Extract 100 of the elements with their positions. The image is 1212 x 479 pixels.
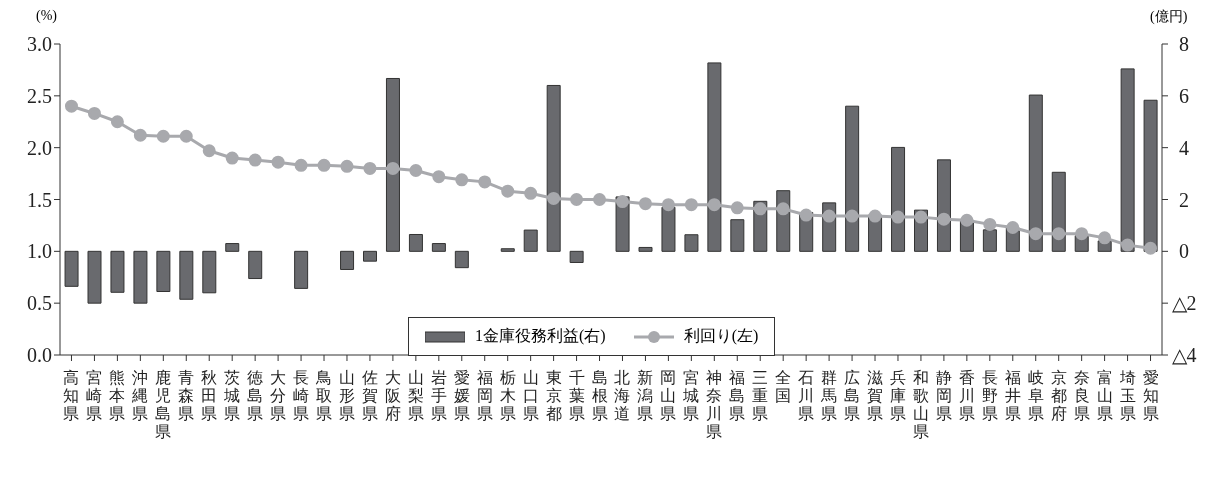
x-tick-label: 大分県 <box>270 369 287 422</box>
bar <box>156 250 171 292</box>
point <box>983 217 997 231</box>
point <box>386 161 400 175</box>
x-tick-label: 茨城県 <box>223 369 241 422</box>
bar <box>179 250 194 300</box>
x-tick-label: 埼玉県 <box>1118 369 1136 422</box>
y-tick-label: 0.5 <box>27 292 52 315</box>
point <box>799 208 813 222</box>
x-tick-label: 栃木県 <box>499 369 516 422</box>
x-tick-label: 宮城県 <box>682 369 700 422</box>
y2-tick-label: 8 <box>1179 33 1189 56</box>
x-tick-label: 青森県 <box>178 369 195 422</box>
point <box>225 151 239 165</box>
x-tick-label: 静岡県 <box>935 369 952 422</box>
point <box>822 209 836 223</box>
bar <box>1120 68 1135 252</box>
point <box>478 175 492 189</box>
x-tick-label: 大阪府 <box>384 369 401 422</box>
point <box>684 198 698 212</box>
y2-tick-label: 6 <box>1179 84 1189 107</box>
point <box>271 155 285 169</box>
y2-tick-label: △2 <box>1171 292 1197 315</box>
point <box>845 209 859 223</box>
bar <box>707 62 722 252</box>
x-tick-label: 徳島県 <box>247 369 264 422</box>
point <box>547 191 561 205</box>
x-tick-label: 福岡県 <box>476 369 493 422</box>
point <box>248 153 262 167</box>
point <box>1029 227 1043 241</box>
y-tick-label: 2.5 <box>27 84 52 107</box>
x-tick-label: 福井県 <box>1004 369 1021 422</box>
point <box>87 106 101 120</box>
point <box>64 99 78 113</box>
y-tick-label: 3.0 <box>27 33 52 56</box>
bar <box>1143 99 1158 252</box>
x-tick-label: 鹿児島県 <box>155 369 172 440</box>
x-tick-label: 宮崎県 <box>86 369 103 422</box>
y-tick-label: 2.0 <box>27 136 52 159</box>
bar <box>294 250 309 289</box>
point <box>891 210 905 224</box>
x-tick-label: 滋賀県 <box>867 369 884 422</box>
x-tick-label: 長野県 <box>981 369 998 422</box>
bar <box>363 250 378 262</box>
bar <box>431 243 446 252</box>
x-tick-label: 石川県 <box>798 369 815 422</box>
y2-tick-label: 4 <box>1179 136 1189 159</box>
bar <box>64 250 79 287</box>
x-tick-label: 神奈川県 <box>706 369 723 440</box>
point <box>1075 227 1089 241</box>
bar <box>500 248 515 252</box>
y-tick-label: 0.0 <box>27 344 52 367</box>
bar <box>982 229 997 252</box>
x-tick-label: 全国 <box>775 369 792 404</box>
point <box>960 213 974 227</box>
x-tick-label: 新潟県 <box>637 369 654 422</box>
bar <box>638 246 653 252</box>
x-tick-label: 熊本県 <box>109 369 126 422</box>
point <box>1052 227 1066 241</box>
bar <box>684 234 699 252</box>
x-tick-label: 高知県 <box>63 369 80 422</box>
x-tick-label: 山口県 <box>522 369 539 422</box>
x-tick-label: 広島県 <box>844 369 861 422</box>
x-tick-label: 和歌山県 <box>912 369 929 440</box>
bar <box>133 250 148 304</box>
point <box>937 212 951 226</box>
x-tick-label: 鳥取県 <box>315 369 333 422</box>
x-tick-label: 千葉県 <box>568 369 585 422</box>
bar <box>225 243 240 252</box>
bar <box>569 250 584 263</box>
point <box>1144 241 1158 255</box>
point <box>363 161 377 175</box>
bar <box>202 250 217 294</box>
x-tick-label: 岐阜県 <box>1027 369 1044 422</box>
x-tick-label: 長崎県 <box>293 369 310 422</box>
point <box>868 209 882 223</box>
point <box>615 195 629 209</box>
bar <box>845 105 860 252</box>
bar <box>454 250 469 269</box>
x-tick-label: 北海道 <box>614 369 631 422</box>
point <box>455 173 469 187</box>
point <box>661 198 675 212</box>
bar <box>408 233 423 252</box>
x-tick-label: 沖縄県 <box>131 369 149 422</box>
point <box>432 170 446 184</box>
point <box>1006 220 1020 234</box>
point <box>1121 238 1135 252</box>
point <box>776 202 790 216</box>
x-tick-label: 岩手県 <box>430 369 447 422</box>
x-tick-label: 福島県 <box>729 369 746 422</box>
x-tick-label: 佐賀県 <box>361 369 378 422</box>
point <box>638 197 652 211</box>
bar <box>87 250 102 304</box>
point <box>340 159 354 173</box>
bar <box>110 250 125 293</box>
point <box>179 129 193 143</box>
point <box>501 184 515 198</box>
point <box>570 193 584 206</box>
point <box>524 186 538 200</box>
bar <box>385 77 400 252</box>
